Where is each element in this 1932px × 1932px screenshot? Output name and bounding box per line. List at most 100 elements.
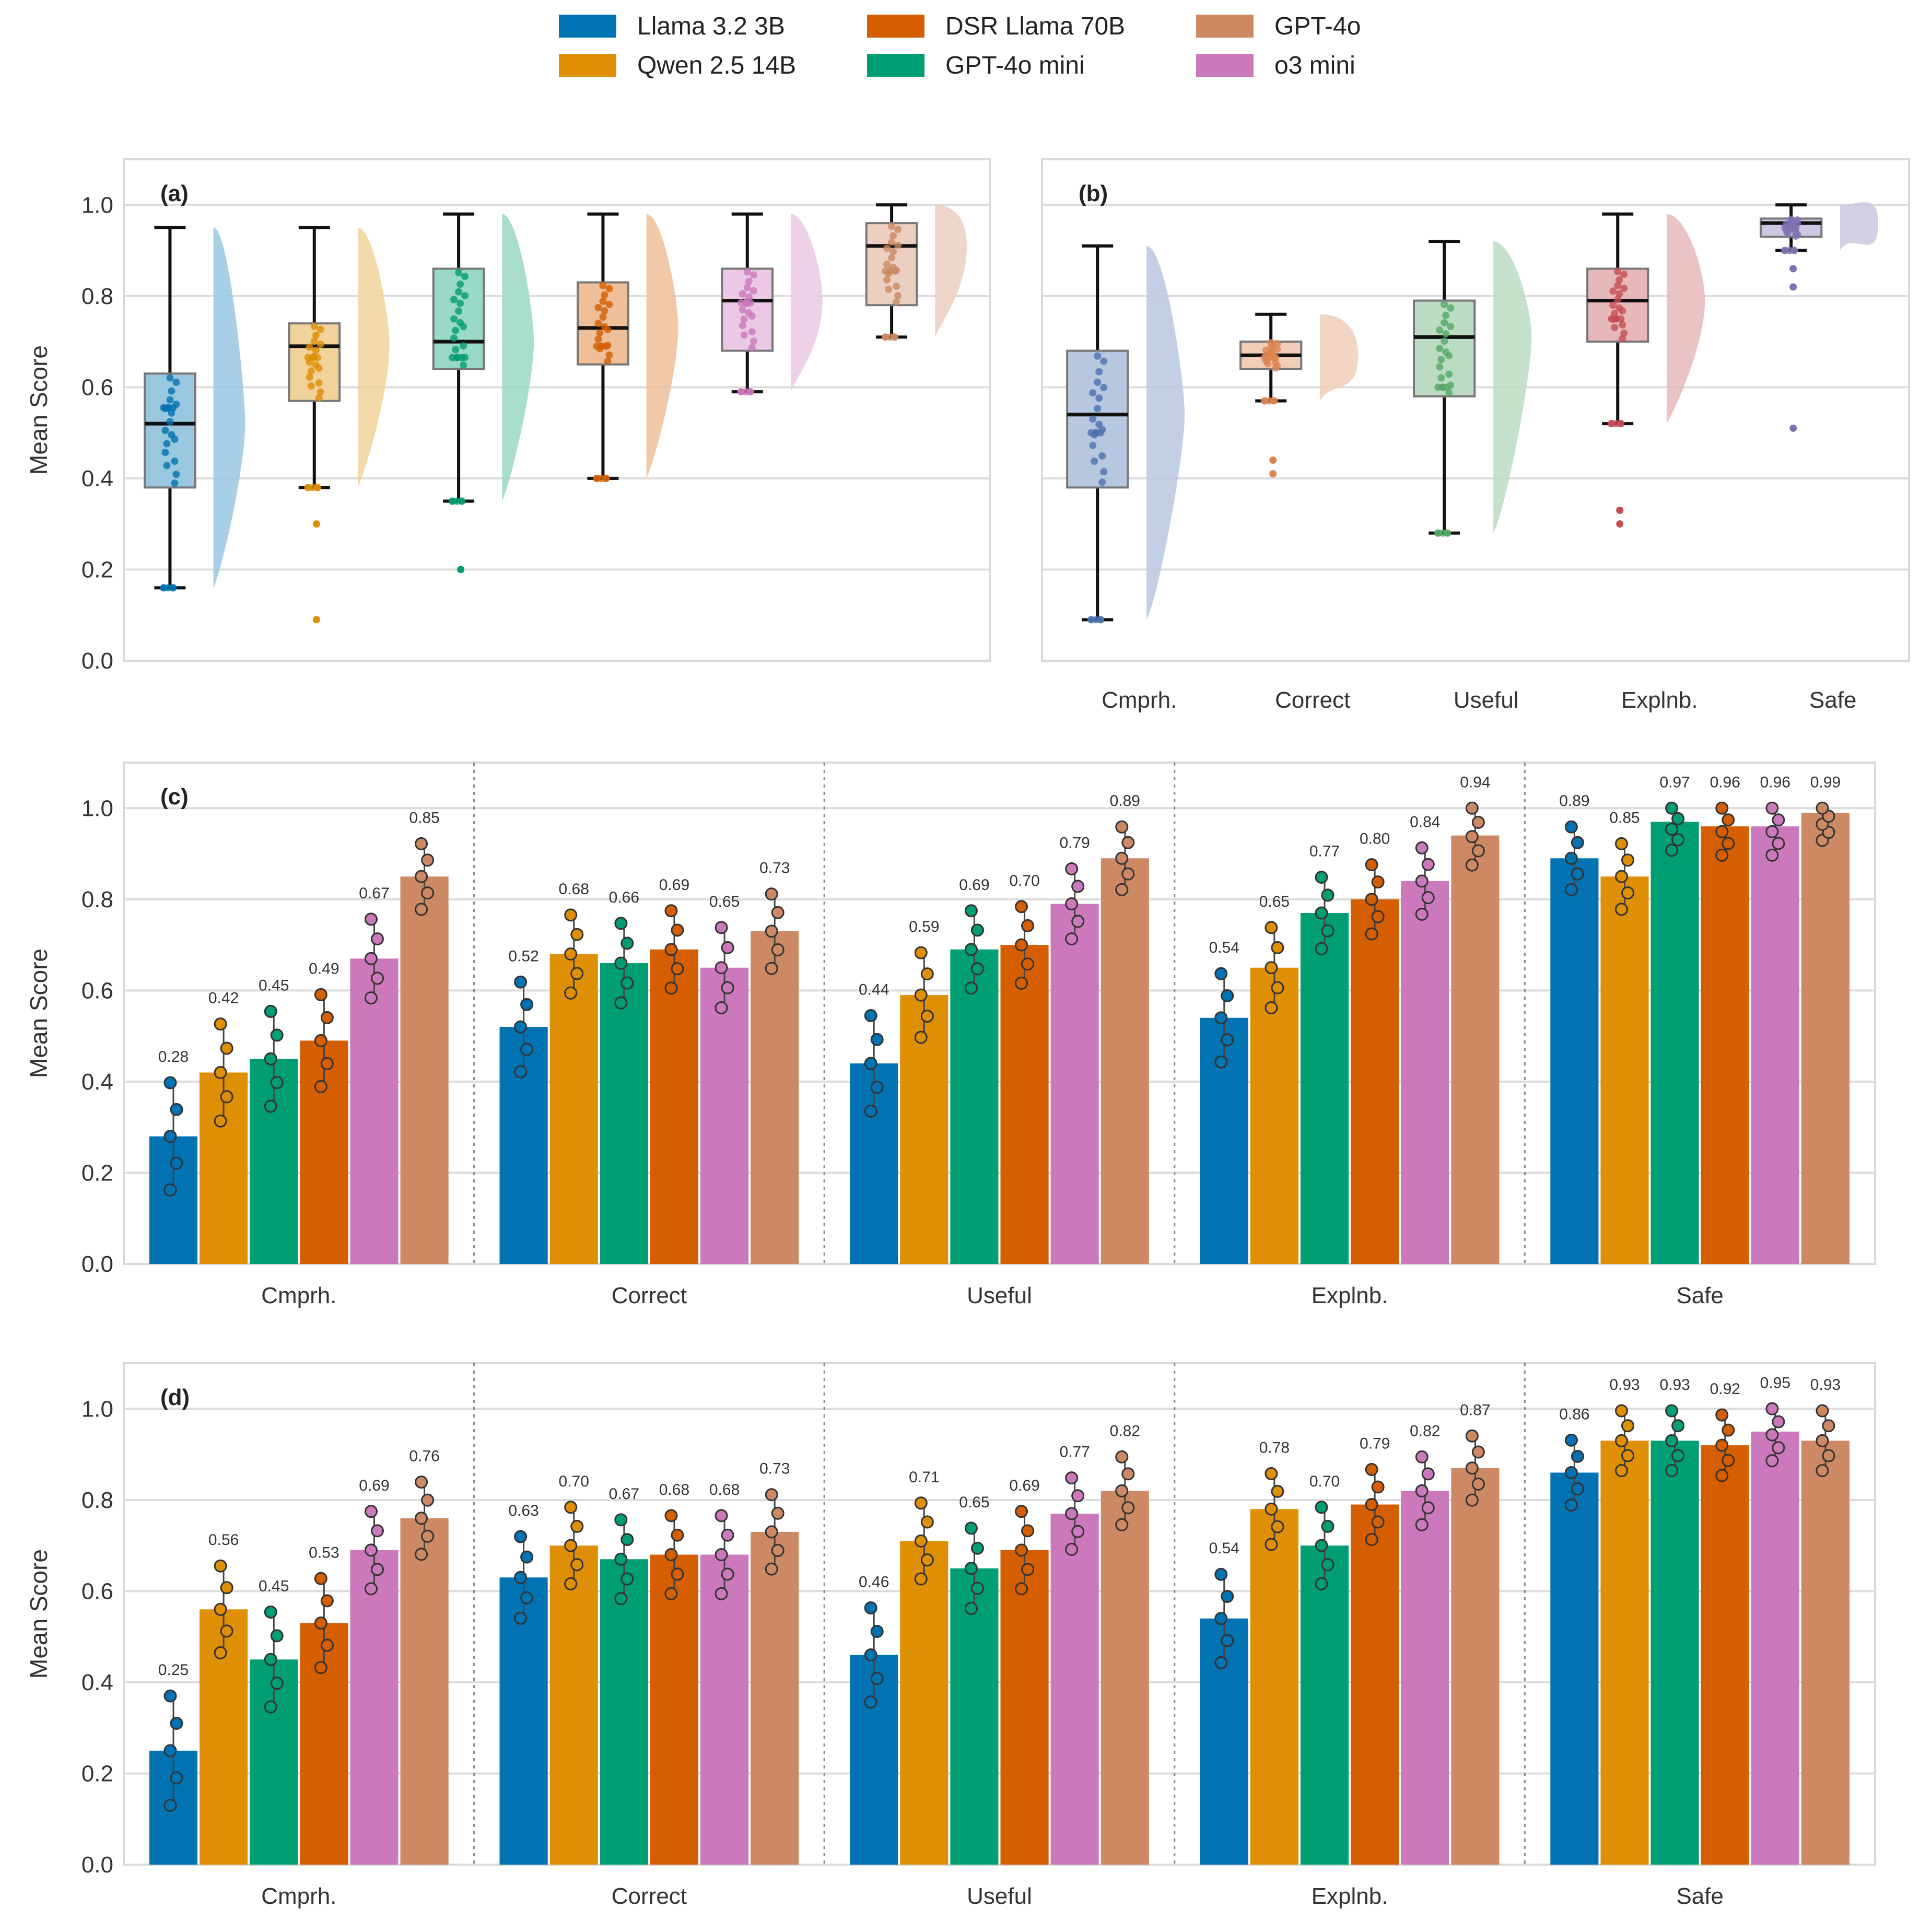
data-point xyxy=(314,988,327,1001)
data-point xyxy=(970,962,984,976)
data-point xyxy=(894,226,902,233)
y-tick-label: 0.6 xyxy=(81,1578,113,1604)
data-point xyxy=(1441,300,1448,308)
data-point xyxy=(1434,529,1442,537)
data-point xyxy=(1765,848,1779,862)
data-point xyxy=(1089,415,1097,423)
y-tick-label: 0.4 xyxy=(81,1670,113,1695)
data-point xyxy=(169,584,177,592)
bar xyxy=(350,958,399,1264)
bar xyxy=(499,1577,548,1865)
bar xyxy=(1050,904,1099,1264)
bar xyxy=(1250,967,1298,1264)
value-label: 0.77 xyxy=(1059,1444,1090,1461)
data-point xyxy=(1571,1449,1584,1463)
data-point xyxy=(1715,801,1729,815)
data-point xyxy=(1015,1543,1028,1557)
x-tick-label: Cmprh. xyxy=(261,1283,336,1308)
data-point xyxy=(570,967,584,980)
data-point xyxy=(1765,801,1779,815)
data-point xyxy=(514,1611,528,1625)
data-point xyxy=(889,248,897,255)
data-point xyxy=(1609,315,1617,323)
violin xyxy=(213,227,245,588)
data-point xyxy=(364,1505,378,1518)
data-point xyxy=(1442,311,1450,319)
data-point xyxy=(1271,1484,1284,1498)
x-tick-label: Explnb. xyxy=(1621,687,1698,713)
value-label: 0.99 xyxy=(1810,774,1841,791)
data-point xyxy=(1121,867,1135,881)
value-label: 0.44 xyxy=(859,981,889,999)
data-point xyxy=(1272,364,1280,372)
data-point xyxy=(1465,801,1479,815)
data-point xyxy=(1722,1423,1735,1437)
data-point xyxy=(161,427,169,435)
data-point xyxy=(314,1661,327,1675)
violin xyxy=(357,227,390,488)
data-point xyxy=(415,870,428,883)
data-point xyxy=(1447,322,1455,330)
data-point xyxy=(1617,420,1625,428)
bar xyxy=(650,1554,699,1865)
value-label: 0.96 xyxy=(1710,774,1740,791)
data-point xyxy=(1115,851,1129,865)
data-point xyxy=(1321,1519,1334,1533)
box xyxy=(1413,299,1476,397)
data-point xyxy=(314,1080,327,1093)
data-point xyxy=(894,241,902,249)
data-point xyxy=(264,1606,277,1619)
data-point xyxy=(864,1648,877,1662)
data-point xyxy=(450,334,458,342)
data-point xyxy=(1611,324,1619,332)
data-point xyxy=(364,912,378,926)
data-point xyxy=(750,287,757,295)
value-label: 0.71 xyxy=(909,1469,939,1486)
bar xyxy=(1000,945,1049,1264)
data-point xyxy=(264,1052,277,1065)
data-point xyxy=(605,285,613,292)
data-point xyxy=(664,1548,678,1562)
data-point xyxy=(1321,924,1334,938)
data-point xyxy=(771,906,784,919)
data-point xyxy=(1722,837,1735,850)
data-point xyxy=(964,943,978,956)
x-tick-label: Useful xyxy=(967,1283,1032,1308)
data-point xyxy=(1214,1656,1228,1669)
bar xyxy=(751,1531,799,1865)
data-point xyxy=(750,271,757,279)
data-point xyxy=(370,1524,384,1538)
data-point xyxy=(310,337,318,345)
data-point xyxy=(1571,867,1584,881)
bar xyxy=(1550,858,1599,1264)
bar xyxy=(1751,826,1799,1264)
data-point xyxy=(894,292,902,300)
data-point xyxy=(320,1594,334,1608)
data-point xyxy=(1564,851,1578,865)
data-point xyxy=(721,941,734,954)
data-point xyxy=(743,284,751,291)
data-point xyxy=(1021,919,1035,932)
data-point xyxy=(750,337,757,345)
data-point xyxy=(1015,976,1028,990)
data-point xyxy=(1671,833,1685,847)
data-point xyxy=(1264,1538,1278,1551)
data-point xyxy=(1465,858,1479,872)
data-point xyxy=(1091,458,1098,465)
bar xyxy=(600,1559,648,1865)
data-point xyxy=(883,276,891,284)
data-point xyxy=(1620,285,1628,292)
data-point xyxy=(602,474,610,482)
data-point xyxy=(1722,1454,1735,1467)
data-point xyxy=(1271,941,1284,954)
y-tick-label: 0.2 xyxy=(81,557,113,582)
value-label: 0.82 xyxy=(1410,1422,1440,1439)
data-point xyxy=(421,853,435,867)
y-tick-label: 0.2 xyxy=(81,1761,113,1786)
x-tick-label: Correct xyxy=(612,1283,687,1308)
x-tick-label: Cmprh. xyxy=(261,1883,336,1909)
data-point xyxy=(1816,1434,1829,1447)
data-point xyxy=(1415,1484,1428,1497)
data-point xyxy=(564,1539,578,1552)
